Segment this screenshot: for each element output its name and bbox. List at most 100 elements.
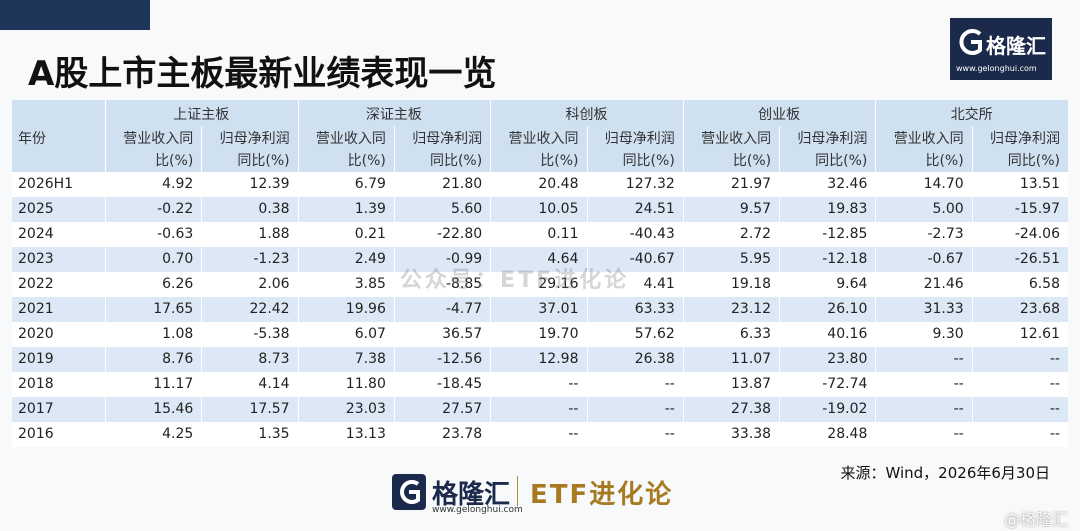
value-cell: 37.01 — [538, 301, 579, 317]
sub-header: 同比(%) — [237, 153, 290, 169]
value-cell: -- — [664, 401, 675, 417]
group-header: 科创板 — [565, 107, 608, 123]
value-cell: -- — [953, 426, 964, 442]
value-cell: 21.80 — [442, 176, 483, 192]
value-cell: -12.85 — [822, 226, 868, 242]
sub-header: 比(%) — [155, 153, 194, 169]
value-cell: 63.33 — [634, 301, 675, 317]
value-cell: 23.12 — [731, 301, 772, 317]
value-cell: 4.41 — [643, 276, 675, 292]
value-cell: 57.62 — [634, 326, 675, 342]
value-cell: -- — [953, 376, 964, 392]
group-header: 创业板 — [758, 107, 801, 123]
value-cell: 2.72 — [739, 226, 772, 242]
row-bg — [12, 272, 1068, 297]
column-divider — [297, 100, 299, 447]
value-cell: -- — [1049, 426, 1060, 442]
row-bg — [12, 222, 1068, 247]
value-cell: 0.70 — [162, 251, 194, 267]
value-cell: 19.96 — [345, 301, 386, 317]
value-cell: 9.64 — [836, 276, 868, 292]
value-cell: 19.70 — [538, 326, 579, 342]
logo-box: 格隆汇 www.gelonghui.com — [950, 18, 1052, 80]
value-cell: -12.18 — [822, 251, 868, 267]
value-cell: -12.56 — [437, 351, 483, 367]
sub-header: 比(%) — [925, 153, 964, 169]
value-cell: -40.67 — [629, 251, 675, 267]
value-cell: 14.70 — [923, 176, 964, 192]
value-cell: 23.68 — [1019, 301, 1060, 317]
value-cell: 17.57 — [249, 401, 290, 417]
value-cell: 11.07 — [731, 351, 772, 367]
value-cell: -2.73 — [927, 226, 964, 242]
value-cell: 0.21 — [354, 226, 386, 242]
value-cell: -- — [568, 376, 579, 392]
row-bg — [12, 397, 1068, 422]
value-cell: 5.00 — [932, 201, 964, 217]
value-cell: 36.57 — [442, 326, 483, 342]
sub-header: 同比(%) — [1007, 153, 1060, 169]
value-cell: 4.25 — [162, 426, 194, 442]
year-cell: 2026H1 — [18, 176, 74, 192]
value-cell: 13.87 — [731, 376, 772, 392]
row-bg — [12, 247, 1068, 272]
value-cell: -- — [664, 426, 675, 442]
value-cell: -72.74 — [822, 376, 868, 392]
value-cell: 23.80 — [827, 351, 868, 367]
value-cell: -15.97 — [1014, 201, 1060, 217]
column-divider — [875, 100, 877, 447]
value-cell: 9.30 — [932, 326, 964, 342]
value-cell: 5.95 — [739, 251, 772, 267]
value-cell: 6.07 — [354, 326, 386, 342]
column-divider — [586, 126, 588, 447]
column-divider — [105, 100, 106, 447]
value-cell: 24.51 — [634, 201, 675, 217]
value-cell: 19.83 — [827, 201, 868, 217]
sub-header: 营业收入同 — [315, 131, 386, 147]
sub-header: 同比(%) — [429, 153, 483, 169]
value-cell: 22.42 — [249, 301, 290, 317]
corner-watermark: @格隆汇 — [1003, 510, 1068, 529]
column-divider — [490, 100, 492, 447]
sub-header: 归母净利润 — [797, 131, 868, 147]
title: A股上市主板最新业绩表现一览 — [28, 54, 497, 94]
group-header: 深证主板 — [365, 107, 422, 123]
column-divider — [682, 100, 684, 447]
value-cell: 1.08 — [162, 326, 194, 342]
logo-text: 格隆汇 — [986, 34, 1046, 58]
value-cell: 12.98 — [538, 351, 579, 367]
value-cell: 12.61 — [1019, 326, 1060, 342]
value-cell: 8.76 — [162, 351, 194, 367]
value-cell: -- — [953, 401, 964, 417]
value-cell: -26.51 — [1014, 251, 1060, 267]
year-cell: 2016 — [18, 426, 54, 442]
value-cell: 33.38 — [731, 426, 772, 442]
value-cell: 13.13 — [345, 426, 386, 442]
value-cell: -0.99 — [445, 251, 483, 267]
value-cell: 23.78 — [442, 426, 483, 442]
footer-url: www.gelonghui.com — [432, 505, 523, 515]
value-cell: 11.80 — [345, 376, 386, 392]
value-cell: -0.67 — [927, 251, 964, 267]
value-cell: 20.48 — [538, 176, 579, 192]
year-cell: 2024 — [18, 226, 54, 242]
value-cell: 9.57 — [739, 201, 772, 217]
year-cell: 2019 — [18, 351, 54, 367]
year-cell: 2023 — [18, 251, 54, 267]
corner-header: 年份 — [18, 131, 46, 147]
value-cell: 0.38 — [258, 201, 290, 217]
footer-divider — [517, 476, 518, 506]
watermark: 公众号：ETF进化论 — [400, 268, 630, 293]
value-cell: 27.57 — [442, 401, 483, 417]
footer-logo: 格隆汇 — [432, 480, 511, 510]
value-cell: -5.38 — [253, 326, 290, 342]
value-cell: -40.43 — [629, 226, 675, 242]
value-cell: 13.51 — [1019, 176, 1060, 192]
sub-header: 归母净利润 — [604, 131, 675, 147]
value-cell: 2.49 — [354, 251, 386, 267]
logo-url: www.gelonghui.com — [956, 64, 1037, 73]
footer-brand: ETF进化论 — [530, 480, 674, 510]
sub-header: 归母净利润 — [989, 131, 1060, 147]
row-bg — [12, 322, 1068, 347]
value-cell: 29.16 — [538, 276, 579, 292]
